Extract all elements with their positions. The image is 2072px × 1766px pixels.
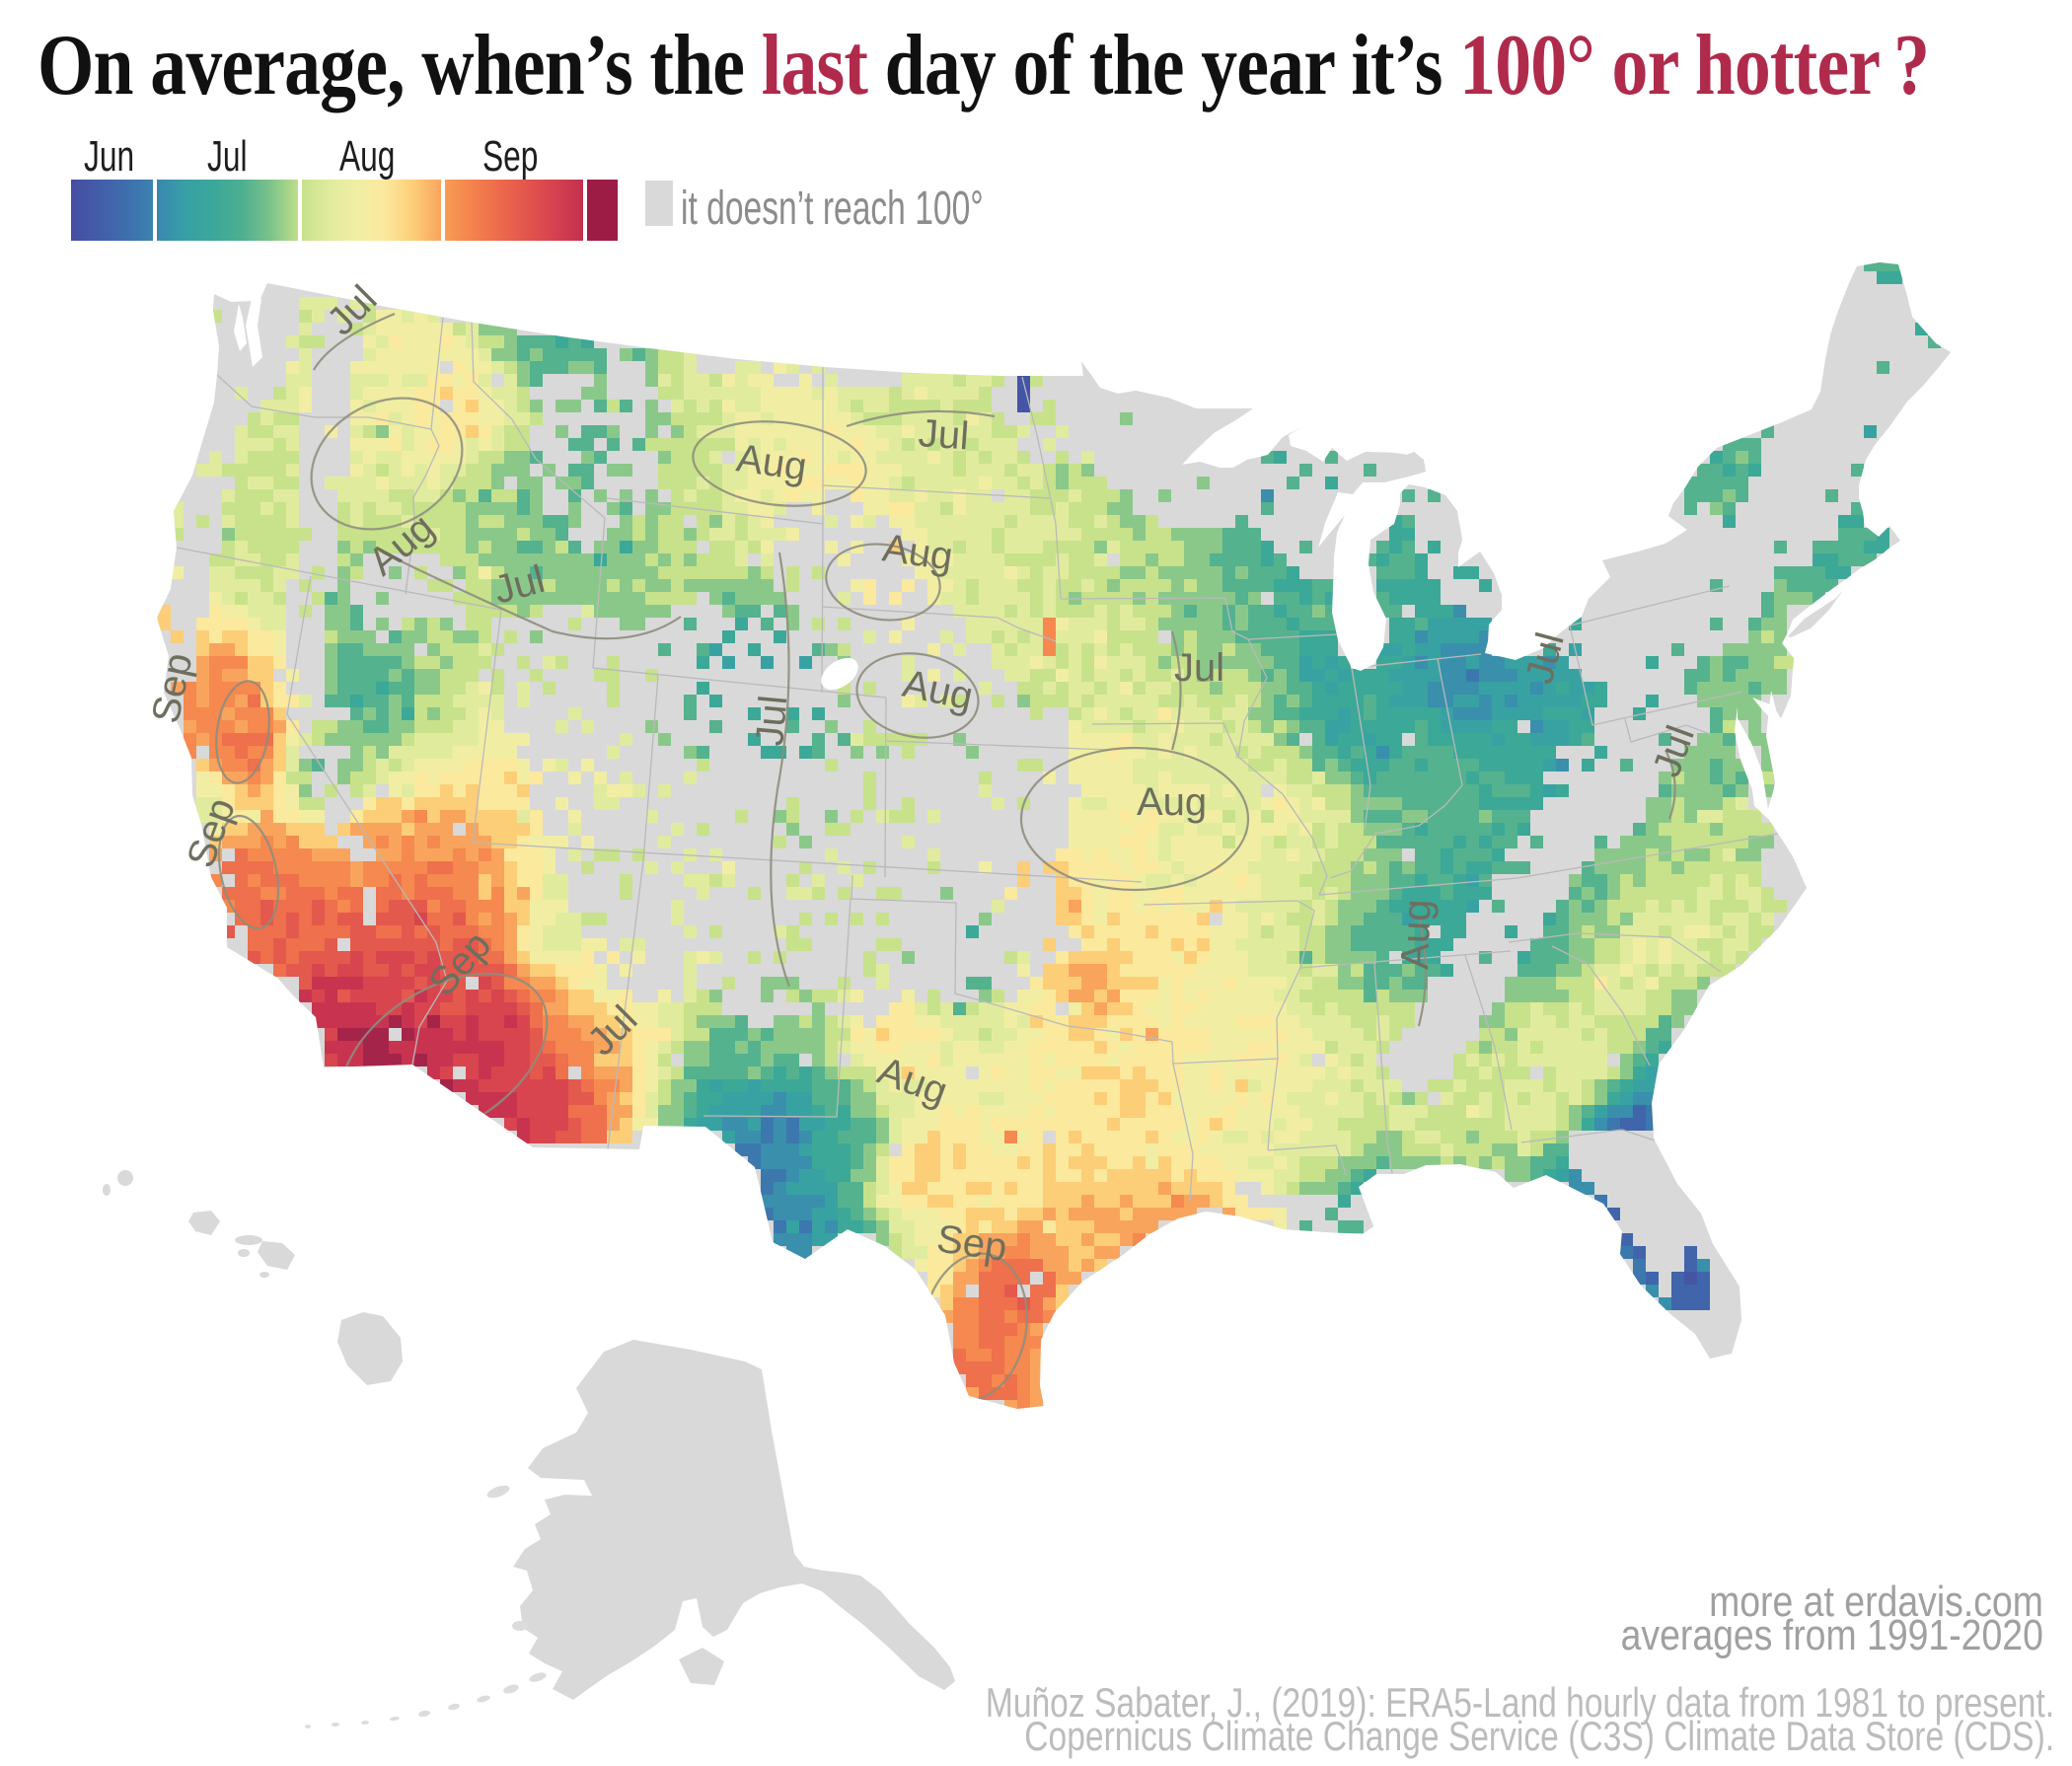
svg-text:Sep: Sep <box>934 1216 1010 1269</box>
svg-text:Aug: Aug <box>880 526 956 578</box>
svg-text:Aug: Aug <box>734 436 810 488</box>
svg-text:Jul: Jul <box>748 694 795 748</box>
svg-text:Jul: Jul <box>1174 646 1224 690</box>
svg-text:Jul: Jul <box>917 411 970 458</box>
svg-text:Aug: Aug <box>1393 899 1439 971</box>
svg-text:Aug: Aug <box>1137 780 1207 824</box>
